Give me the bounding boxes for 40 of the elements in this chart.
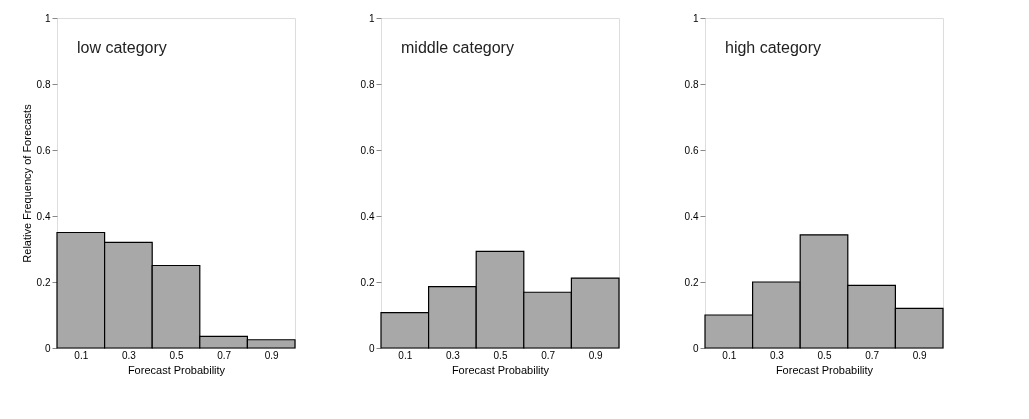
x-tick-label: 0.1 [74, 349, 89, 361]
x-tick-label: 0.9 [588, 349, 604, 361]
annotation: high category [725, 39, 822, 56]
y-tick-label: 1 [368, 12, 375, 24]
annotation: low category [77, 39, 167, 56]
y-tick-label: 0.8 [360, 78, 375, 90]
y-tick-label: 0.6 [36, 144, 51, 156]
y-tick-label: 0 [44, 342, 51, 354]
y-tick-label: 0 [368, 342, 375, 354]
y-tick-label: 0.6 [684, 144, 699, 156]
y-tick-label: 0.8 [36, 78, 51, 90]
x-tick-label: 0.7 [541, 349, 556, 361]
x-tick-label: 0.1 [722, 349, 737, 361]
x-axis-title: Forecast Probability [451, 363, 550, 376]
y-tick-label: 0.4 [36, 210, 51, 222]
x-tick-label: 0.9 [912, 349, 928, 361]
y-tick-label: 0.2 [36, 276, 51, 288]
y-tick-label: 0 [692, 342, 699, 354]
y-tick-label: 1 [692, 12, 699, 24]
x-tick-label: 0.3 [445, 349, 461, 361]
x-tick-label: 0.7 [217, 349, 232, 361]
x-tick-label: 0.7 [865, 349, 880, 361]
x-tick-label: 0.3 [121, 349, 137, 361]
y-tick-label: 0.2 [360, 276, 375, 288]
x-tick-label: 0.5 [169, 349, 184, 361]
x-tick-label: 0.3 [769, 349, 785, 361]
x-tick-label: 0.5 [817, 349, 832, 361]
y-tick-label: 1 [44, 12, 51, 24]
x-tick-label: 0.1 [398, 349, 413, 361]
y-tick-label: 0.8 [684, 78, 699, 90]
y-tick-label: 0.4 [684, 210, 699, 222]
x-tick-label: 0.5 [493, 349, 508, 361]
x-tick-label: 0.9 [264, 349, 280, 361]
y-tick-label: 0.6 [360, 144, 375, 156]
x-axis-title: Forecast Probability [127, 363, 226, 376]
y-tick-label: 0.4 [360, 210, 375, 222]
y-tick-label: 0.2 [684, 276, 699, 288]
x-axis-title: Forecast Probability [775, 363, 874, 376]
y-axis-title: Relative Frequency of Forecasts [20, 103, 33, 263]
annotation: middle category [401, 39, 514, 56]
